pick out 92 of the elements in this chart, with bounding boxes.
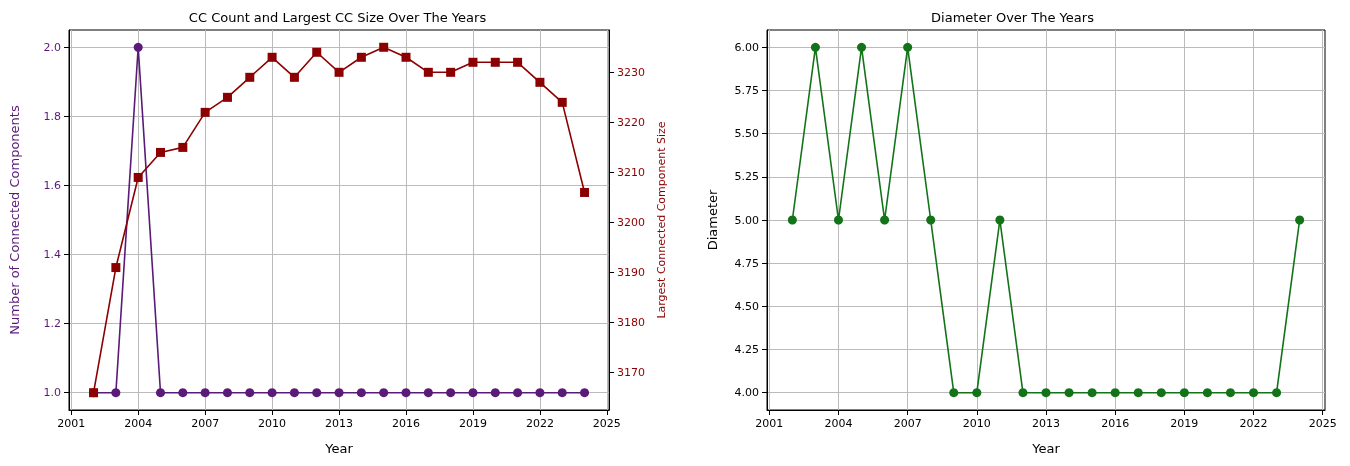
- point: [787, 215, 797, 225]
- point: [1110, 388, 1120, 398]
- y-axis-title: Number of Connected Components: [7, 105, 22, 335]
- x-tick-label: 2025: [1308, 417, 1337, 430]
- y-tick-label: 5.25: [734, 170, 759, 184]
- x-tick-label: 2019: [1170, 417, 1199, 430]
- point: [1249, 388, 1259, 398]
- y-tick-label: 5.00: [734, 213, 759, 227]
- chart-title: Diameter Over The Years: [931, 10, 1095, 25]
- x-tick-label: 2004: [824, 417, 853, 430]
- point: [903, 42, 913, 52]
- y-tick-label: 1.8: [43, 109, 61, 123]
- x-tick-label: 2001: [57, 417, 86, 430]
- point: [1295, 215, 1305, 225]
- point: [1202, 388, 1212, 398]
- y-tick-label: 4.25: [734, 343, 759, 357]
- point: [513, 57, 523, 67]
- x-tick-label: 2019: [458, 417, 487, 430]
- point: [1272, 388, 1282, 398]
- y-tick-label: 5.50: [734, 127, 759, 141]
- x-tick-label: 2001: [755, 417, 784, 430]
- point: [926, 215, 936, 225]
- point: [423, 67, 433, 77]
- y2-tick-label: 3190: [617, 266, 646, 280]
- point: [1156, 388, 1166, 398]
- y-tick-label: 6.00: [734, 40, 759, 54]
- y-axis-title: Diameter: [705, 189, 720, 251]
- point: [245, 72, 255, 82]
- y-tick-label: 4.75: [734, 256, 759, 270]
- y2-tick-label: 3210: [617, 165, 646, 179]
- point: [833, 215, 843, 225]
- x-tick-label: 2013: [1032, 417, 1060, 430]
- point: [1018, 388, 1028, 398]
- point: [111, 263, 121, 273]
- x-tick-label: 2007: [191, 417, 220, 430]
- point: [1064, 388, 1074, 398]
- y2-tick-label: 3180: [617, 316, 646, 330]
- y2-axis-title: Largest Connected Component Size: [655, 121, 668, 319]
- y2-tick-label: 3200: [617, 216, 646, 229]
- x-tick-label: 2013: [325, 417, 354, 430]
- point: [356, 52, 366, 62]
- point: [580, 187, 590, 197]
- chart-title: CC Count and Largest CC Size Over The Years: [188, 10, 487, 25]
- point: [1133, 388, 1143, 398]
- x-tick-label: 2010: [258, 417, 287, 430]
- x-tick-label: 2007: [893, 417, 922, 430]
- point: [267, 52, 277, 62]
- point: [312, 47, 322, 57]
- point: [557, 97, 567, 107]
- x-tick-label: 2004: [124, 417, 153, 430]
- point: [1179, 388, 1189, 398]
- point: [222, 92, 232, 102]
- y2-tick-label: 3230: [617, 65, 646, 79]
- point: [949, 388, 959, 398]
- y-tick-label: 1.6: [43, 178, 61, 192]
- x-tick-label: 2022: [525, 417, 554, 430]
- y-tick-label: 2.0: [43, 40, 61, 54]
- x-tick-label: 2010: [962, 417, 991, 430]
- point: [133, 172, 143, 182]
- point: [334, 67, 344, 77]
- y-tick-label: 1.4: [43, 248, 61, 262]
- y-tick-label: 1.0: [43, 386, 61, 400]
- point: [379, 42, 389, 52]
- x-tick-label: 2022: [1239, 417, 1268, 430]
- point: [1225, 388, 1235, 398]
- point: [401, 52, 411, 62]
- point: [995, 215, 1005, 225]
- x-tick-label: 2016: [392, 417, 421, 430]
- point: [200, 107, 210, 117]
- point: [156, 147, 166, 157]
- y-tick-label: 4.00: [734, 386, 759, 400]
- point: [880, 215, 890, 225]
- y2-tick-label: 3220: [617, 115, 646, 129]
- y2-tick-label: 3170: [617, 366, 646, 380]
- x-tick-label: 2025: [592, 417, 621, 430]
- point: [810, 42, 820, 52]
- point: [1087, 388, 1097, 398]
- point: [446, 67, 456, 77]
- point: [972, 388, 982, 398]
- point: [178, 142, 188, 152]
- point: [857, 42, 867, 52]
- point: [535, 77, 545, 87]
- y-tick-label: 1.2: [43, 317, 61, 331]
- x-axis-title: Year: [1031, 441, 1061, 456]
- point: [1041, 388, 1051, 398]
- x-tick-label: 2016: [1101, 417, 1130, 430]
- point: [490, 57, 500, 67]
- point: [468, 57, 478, 67]
- y-tick-label: 5.75: [734, 83, 759, 97]
- y-tick-label: 4.50: [734, 299, 759, 313]
- x-axis-title: Year: [324, 441, 354, 456]
- point: [289, 72, 299, 82]
